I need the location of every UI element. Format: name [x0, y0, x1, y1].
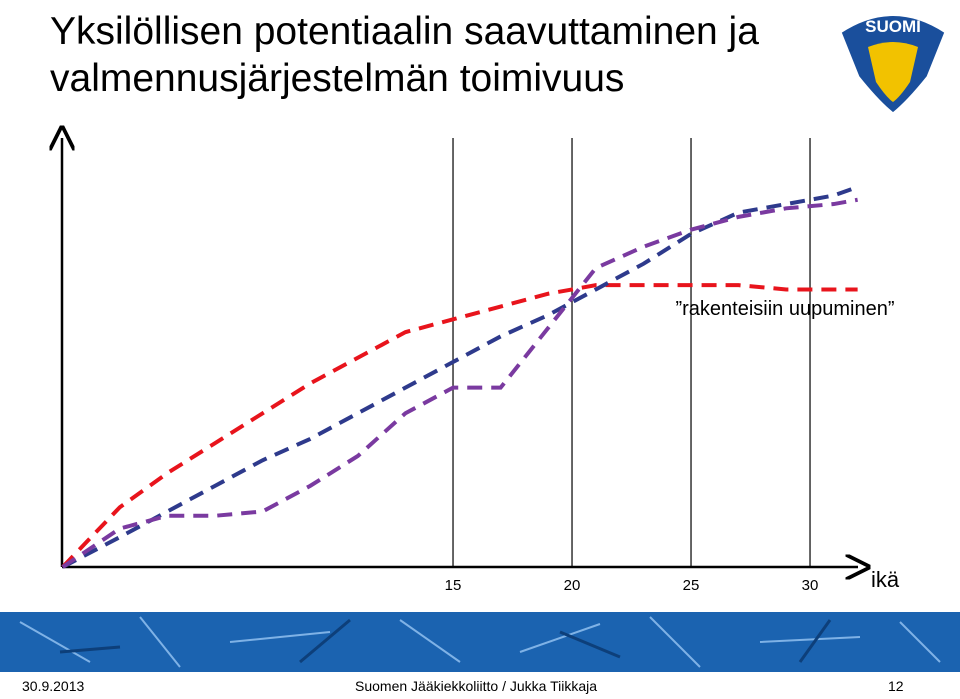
footer-author: Suomen Jääkiekkoliitto / Jukka Tiikkaja — [355, 678, 597, 694]
logo: SUOMI — [838, 13, 948, 116]
chart: 15 20 25 30 ikä ”rakenteisiin uupuminen” — [0, 0, 900, 594]
footer-page: 12 — [888, 678, 904, 694]
series-line — [61, 197, 858, 569]
slide-title: Yksilöllisen potentiaalin saavuttaminen … — [50, 10, 759, 100]
logo-text: SUOMI — [865, 17, 921, 36]
logo-lion — [868, 42, 918, 102]
x-tick-label: 25 — [683, 577, 700, 594]
annotation: ”rakenteisiin uupuminen” — [675, 298, 894, 320]
footer-date: 30.9.2013 — [22, 678, 85, 694]
x-axis-label: ikä — [871, 567, 900, 592]
series-line — [61, 185, 859, 569]
footer-band — [0, 612, 960, 672]
x-tick-label: 15 — [445, 577, 462, 594]
x-tick-label: 30 — [802, 577, 819, 594]
series-line — [61, 283, 858, 569]
x-tick-label: 20 — [564, 577, 581, 594]
